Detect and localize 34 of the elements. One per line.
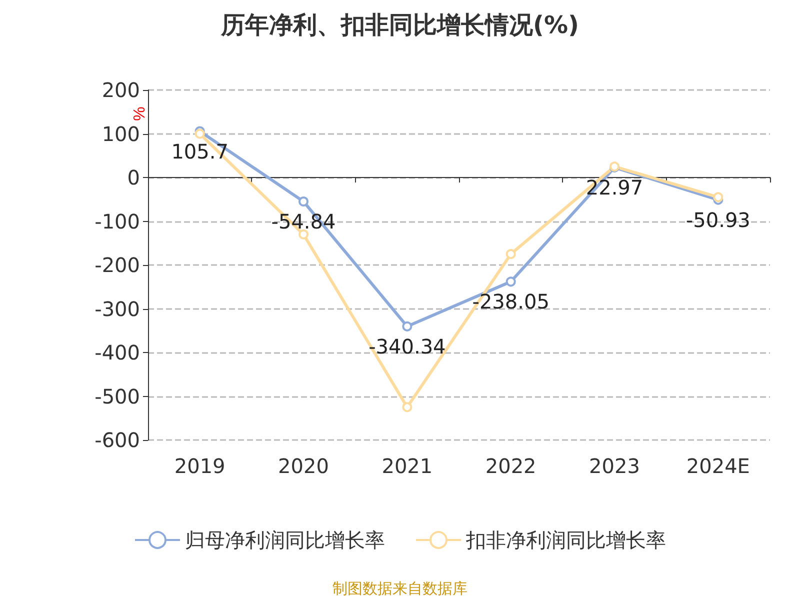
data-label: -54.84 [271,209,336,234]
text: 制图数据来自数据库 [332,580,468,598]
legend-label: 扣非净利润同比增长率 [465,528,666,552]
y-tick-label: 200 [102,78,140,102]
point [402,321,412,332]
x-tick-label: 2022 [485,454,536,478]
data-label: 105.7 [171,139,228,164]
point [298,196,308,206]
data-label: -238.05 [472,290,550,314]
x-tick-label: 2021 [382,454,433,478]
y-tick-label: -300 [94,296,140,321]
point [713,192,724,202]
point [506,276,516,287]
legend-label: 归母净利润同比增长率 [185,528,385,552]
y-tick-label: 0 [127,166,140,190]
y-tick-label: 100 [102,122,140,146]
y-tick-label: -100 [94,209,140,234]
x-tick-label: 2024E [686,454,750,478]
x-tick-label: 2020 [278,454,329,478]
x-tick-label: 2023 [589,454,640,478]
chart-title: 历年净利、扣非同比增长情况(%) [220,11,579,39]
point [298,229,308,240]
point [194,128,205,139]
y-tick-label: -400 [94,340,140,364]
data-label: -50.93 [686,208,750,232]
point [402,402,412,412]
x-tick-label: 2019 [174,454,226,478]
data-label: 22.97 [586,175,644,200]
y-axis-title: % [132,106,148,121]
y-tick-label: -200 [94,253,140,277]
point [506,249,516,260]
y-tick-label: -600 [94,428,140,452]
data-label: -340.34 [368,334,446,358]
y-tick-label: -500 [94,384,140,408]
